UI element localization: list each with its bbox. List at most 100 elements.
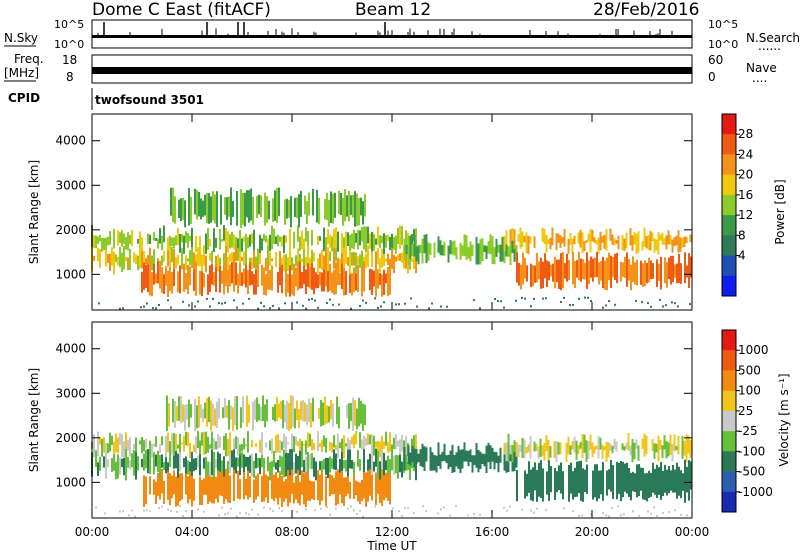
y-tick-label: 4000 xyxy=(55,134,86,148)
nsky-label: N.Sky xyxy=(4,31,38,45)
cpid-value: twofsound 3501 xyxy=(95,93,204,107)
scatter-point xyxy=(374,297,376,300)
scatter-point xyxy=(413,512,415,515)
scatter-point xyxy=(677,305,679,308)
scatter-point xyxy=(473,299,475,302)
scatter-point xyxy=(563,507,565,510)
scatter-point xyxy=(236,515,238,518)
scatter-point xyxy=(194,305,196,308)
scatter-point xyxy=(296,301,298,304)
scatter-point xyxy=(530,509,532,512)
scatter-point xyxy=(479,307,481,310)
scatter-point xyxy=(251,508,253,511)
scatter-point xyxy=(650,305,652,308)
colorbar-tick-label: -500 xyxy=(738,465,765,479)
scatter-point xyxy=(320,507,322,510)
scatter-point xyxy=(686,514,688,517)
scatter-point xyxy=(572,510,574,513)
scatter-point xyxy=(269,307,271,310)
scatter-point xyxy=(278,507,280,510)
scatter-point xyxy=(143,305,145,308)
y-tick-label: 1000 xyxy=(55,267,86,281)
scatter-point xyxy=(269,507,271,510)
scatter-point xyxy=(104,512,106,515)
scatter-point xyxy=(545,509,547,512)
scatter-point xyxy=(230,507,232,510)
scatter-point xyxy=(503,506,505,509)
scatter-point xyxy=(146,509,148,512)
colorbar-segment xyxy=(722,370,736,392)
noise-panel: N.Sky 10^5 10^0 10^5 10^0 N.Search .....… xyxy=(4,18,800,53)
scatter-point xyxy=(404,507,406,510)
scatter-point xyxy=(590,300,592,302)
scatter-point xyxy=(329,513,331,516)
scatter-point xyxy=(122,510,124,513)
scatter-point xyxy=(632,510,634,513)
scatter-point xyxy=(380,305,382,308)
colorbar-segment xyxy=(722,350,736,371)
scatter-point xyxy=(479,513,481,516)
scatter-point xyxy=(119,307,121,310)
scatter-point xyxy=(656,514,658,517)
scatter-point xyxy=(440,305,442,308)
scatter-point xyxy=(239,512,241,515)
nsky-tick-high: 10^5 xyxy=(54,18,84,31)
scatter-point xyxy=(608,300,610,303)
station-title: Dome C East (fitACF) xyxy=(92,0,271,20)
scatter-point xyxy=(383,301,385,304)
scatter-point xyxy=(179,505,181,508)
scatter-point xyxy=(665,304,667,307)
scatter-point xyxy=(365,301,367,304)
scatter-point xyxy=(122,307,124,310)
colorbar-tick-label: -100 xyxy=(738,444,765,458)
velocity-panel: 1000 2000 3000 4000 Slant Range [km] 1000 50… xyxy=(27,321,791,519)
colorbar-tick-label: 25 xyxy=(738,404,753,418)
scatter-point xyxy=(233,299,235,302)
scatter-point xyxy=(428,307,430,310)
power-y-ticks: 1000 2000 3000 4000 xyxy=(55,134,692,281)
colorbar-segment xyxy=(722,174,736,196)
colorbar-segment xyxy=(722,390,736,412)
colorbar-segment xyxy=(722,410,736,432)
nsearch-tick-low: 10^0 xyxy=(708,38,738,51)
noise-trace xyxy=(91,22,692,38)
scatter-point xyxy=(155,307,157,310)
scatter-point xyxy=(467,514,469,517)
power-colorbar: 28 24 20 16 12 8 4 xyxy=(721,113,753,297)
scatter-point xyxy=(437,512,439,515)
scatter-point xyxy=(560,301,562,303)
scatter-point xyxy=(188,304,190,307)
noise-baseline xyxy=(92,35,692,38)
power-panel: 1000 2000 3000 4000 Slant Range [km] 28 24 20… xyxy=(27,113,787,311)
power-data xyxy=(91,187,692,310)
velocity-data xyxy=(91,395,692,518)
scatter-point xyxy=(146,302,148,305)
scatter-point xyxy=(317,306,319,309)
velocity-ylabel: Slant Range [km] xyxy=(27,368,41,472)
colorbar-tick-label: 28 xyxy=(738,127,753,141)
scatter-point xyxy=(95,506,97,509)
x-tick-label: 16:00 xyxy=(475,525,510,539)
scatter-point xyxy=(350,505,352,508)
x-tick-label: 12:00 xyxy=(375,525,410,539)
scatter-point xyxy=(536,507,538,510)
scatter-point xyxy=(623,513,625,516)
scatter-point xyxy=(206,297,208,300)
freq-unit: [MHz] xyxy=(4,66,39,80)
scatter-point xyxy=(455,504,457,507)
scatter-point xyxy=(605,514,607,517)
scatter-point xyxy=(305,307,307,310)
velocity-y-ticks: 1000 2000 3000 4000 xyxy=(55,342,692,489)
scatter-point xyxy=(278,307,280,310)
scatter-point xyxy=(503,306,505,309)
scatter-point xyxy=(359,509,361,512)
scatter-point xyxy=(392,507,394,510)
scatter-point xyxy=(425,509,427,512)
colorbar-segment xyxy=(722,330,736,351)
scatter-point xyxy=(578,514,580,517)
colorbar-segment xyxy=(722,194,736,216)
scatter-point xyxy=(170,306,172,309)
scatter-point xyxy=(608,515,610,518)
colorbar-frame xyxy=(721,113,737,297)
y-tick-label: 2000 xyxy=(55,431,86,445)
